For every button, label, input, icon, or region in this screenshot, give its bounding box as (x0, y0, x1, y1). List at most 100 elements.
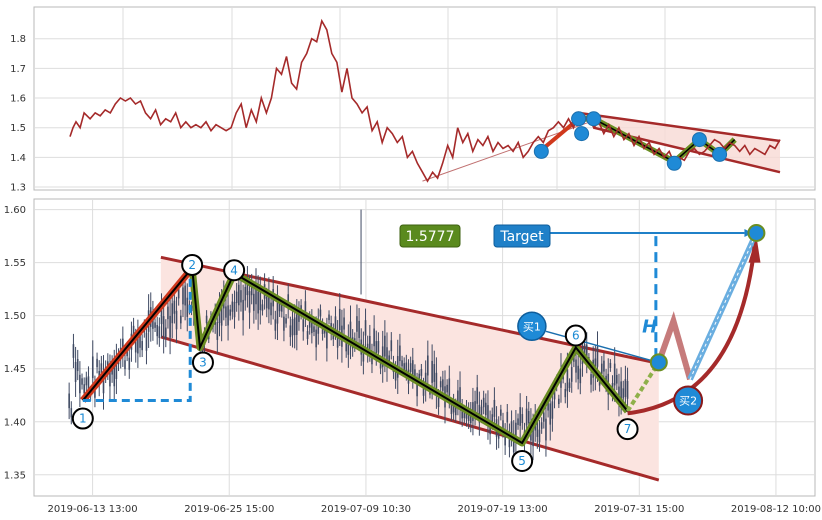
candle-body (521, 414, 524, 424)
candle-body (334, 316, 337, 330)
candle-body (448, 378, 451, 396)
candle-body (369, 335, 371, 351)
candle-body (238, 284, 240, 306)
candle-body (454, 405, 457, 416)
detail-y-tick: 1.55 (4, 258, 26, 269)
price-label: 1.5777 (406, 229, 455, 245)
candle-body (551, 401, 554, 419)
candle-body (113, 365, 116, 387)
candle-body (457, 390, 459, 405)
detail-x-tick: 2019-06-25 15:00 (184, 504, 274, 515)
candle-body (405, 362, 408, 373)
candle-body (375, 341, 378, 356)
candle-body (467, 410, 470, 421)
forecast-arrowhead (748, 236, 761, 263)
candle-body (315, 329, 317, 348)
candle-body (424, 372, 427, 390)
candle-body (431, 360, 433, 383)
candle-body (311, 319, 313, 334)
candle-body (285, 318, 287, 324)
candle-body (622, 388, 625, 399)
candle-body (439, 381, 442, 388)
candle-body (141, 341, 143, 351)
candle-body (205, 315, 208, 324)
candle-body (270, 302, 272, 316)
overview-y-tick: 1.6 (10, 94, 26, 105)
candle-body (229, 309, 232, 316)
detail-x-tick: 2019-07-09 10:30 (321, 504, 411, 515)
candle-body (485, 402, 487, 416)
candle-body (261, 304, 264, 311)
candle-body (268, 291, 270, 310)
detail-y-tick: 1.45 (4, 364, 26, 375)
candle-body (160, 306, 163, 325)
wave-label-5: 5 (518, 454, 526, 468)
detail-x-tick: 2019-08-12 10:00 (731, 504, 821, 515)
candle-body (338, 308, 341, 331)
candle-body (416, 382, 418, 397)
wave-label-3: 3 (199, 356, 207, 370)
candle-body (506, 411, 509, 423)
candle-body (109, 368, 111, 387)
candle-body (81, 378, 83, 385)
overview-marker (666, 155, 682, 171)
detail-x-tick: 2019-07-19 13:00 (458, 504, 548, 515)
candle-body (115, 358, 118, 379)
candle-body (491, 414, 494, 424)
candle-body (401, 360, 403, 367)
candle-body (573, 354, 575, 362)
candle-body (437, 396, 440, 408)
candle-body (536, 421, 539, 437)
candle-body (265, 296, 268, 309)
candle-body (233, 301, 236, 318)
candle-body (304, 301, 307, 316)
candle-body (364, 320, 367, 336)
candle-body (549, 403, 552, 425)
candle-body (100, 363, 103, 374)
candle-body (527, 410, 530, 424)
candle-body (394, 369, 397, 381)
candle-body (250, 283, 253, 296)
wave-point-2 (181, 253, 204, 276)
candle-body (296, 314, 298, 335)
candle-body (487, 405, 489, 425)
candle-body (414, 369, 416, 376)
candle-body (502, 420, 504, 431)
candle-body (235, 291, 238, 304)
candle-body (532, 427, 534, 447)
candle-body (579, 368, 582, 384)
candle-body (158, 326, 161, 339)
candle-body (422, 385, 425, 396)
candle-body (139, 335, 141, 348)
candle-body (450, 404, 453, 415)
candle-body (173, 300, 176, 314)
candle-body (343, 317, 345, 330)
candle-body (154, 322, 156, 328)
candle-body (476, 387, 479, 404)
wave-point-7 (616, 418, 639, 441)
candle-body (169, 315, 171, 338)
candle-body (442, 379, 444, 391)
detail-panel: 1.35 1.40 1.45 1.50 1.55 1.60 2019-06-13 13:0… (4, 198, 821, 515)
candle-body (218, 305, 221, 324)
candle-body (186, 297, 189, 317)
overview-marker (712, 146, 728, 162)
overview-y-tick: 1.7 (10, 64, 26, 75)
candle-body (356, 316, 358, 332)
candle-body (276, 301, 279, 324)
candle-body (274, 319, 277, 331)
buy2-badge (673, 385, 704, 416)
candle-body (96, 358, 98, 368)
candle-body (328, 314, 330, 321)
overview-marker (571, 111, 587, 127)
wave-label-2: 2 (188, 258, 196, 272)
detail-y-tick: 1.50 (4, 311, 26, 322)
candle-body (388, 355, 390, 362)
channel-lower-line (160, 335, 660, 482)
detail-y-tick: 1.35 (4, 470, 26, 481)
candle-body (373, 328, 375, 347)
candle-body (553, 387, 556, 400)
candle-body (500, 409, 502, 416)
candle-body (283, 316, 285, 331)
candle-body (540, 422, 543, 429)
